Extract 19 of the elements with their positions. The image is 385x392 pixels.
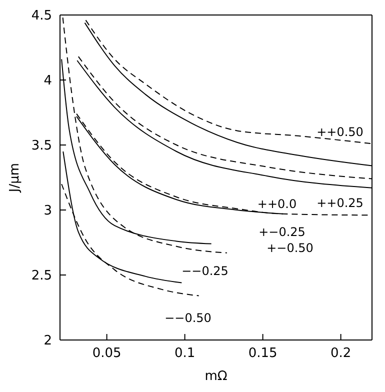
- x-tick-label: 0.05: [92, 346, 122, 362]
- y-tick-label: 2.5: [31, 268, 52, 284]
- x-axis-title: mΩ: [204, 369, 228, 384]
- annotation: −−0.50: [164, 311, 212, 325]
- y-tick-label: 4.5: [31, 8, 52, 24]
- annotation: +−0.25: [258, 225, 306, 239]
- annotation: ++0.25: [316, 196, 364, 210]
- annotation: ++0.0: [257, 197, 297, 211]
- y-axis-title: J/μm: [8, 162, 23, 194]
- y-tick-label: 3: [44, 204, 52, 219]
- y-tick-label: 4: [44, 74, 52, 89]
- y-tick-label: 2: [44, 334, 52, 349]
- x-tick-label: 0.15: [248, 346, 278, 362]
- y-tick-label: 3.5: [31, 138, 52, 154]
- annotation: +−0.50: [266, 241, 314, 255]
- x-tick-label: 0.1: [174, 346, 196, 362]
- x-tick-label: 0.2: [330, 346, 352, 362]
- annotation: ++0.50: [316, 125, 364, 139]
- annotation: −−0.25: [182, 264, 228, 278]
